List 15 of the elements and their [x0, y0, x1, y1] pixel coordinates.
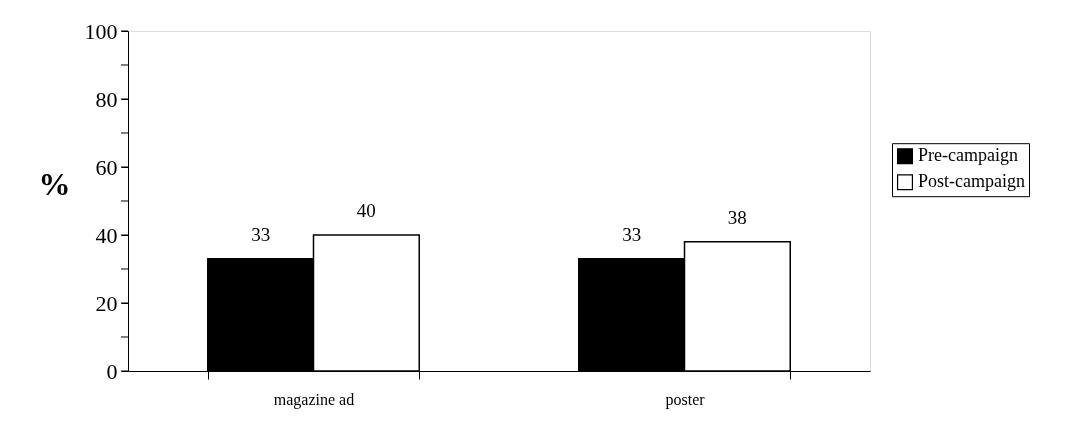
y-tick-label: 40 [95, 222, 118, 248]
y-tick-label: 60 [95, 154, 118, 180]
y-tick-label: 20 [95, 290, 118, 316]
y-axis-title: % [38, 165, 71, 202]
y-tick-label: 80 [95, 86, 118, 112]
legend-label: Pre-campaign [918, 145, 1018, 166]
data-label: 40 [356, 200, 376, 221]
legend-label: Post-campaign [918, 171, 1025, 192]
data-label: 33 [622, 223, 642, 245]
y-tick-label: 100 [84, 18, 118, 44]
x-tick-label: magazine ad [273, 390, 355, 409]
x-tick-label: poster [665, 390, 706, 409]
y-tick-label: 0 [106, 358, 118, 384]
data-label: 38 [727, 206, 747, 228]
data-label: 33 [251, 223, 271, 245]
